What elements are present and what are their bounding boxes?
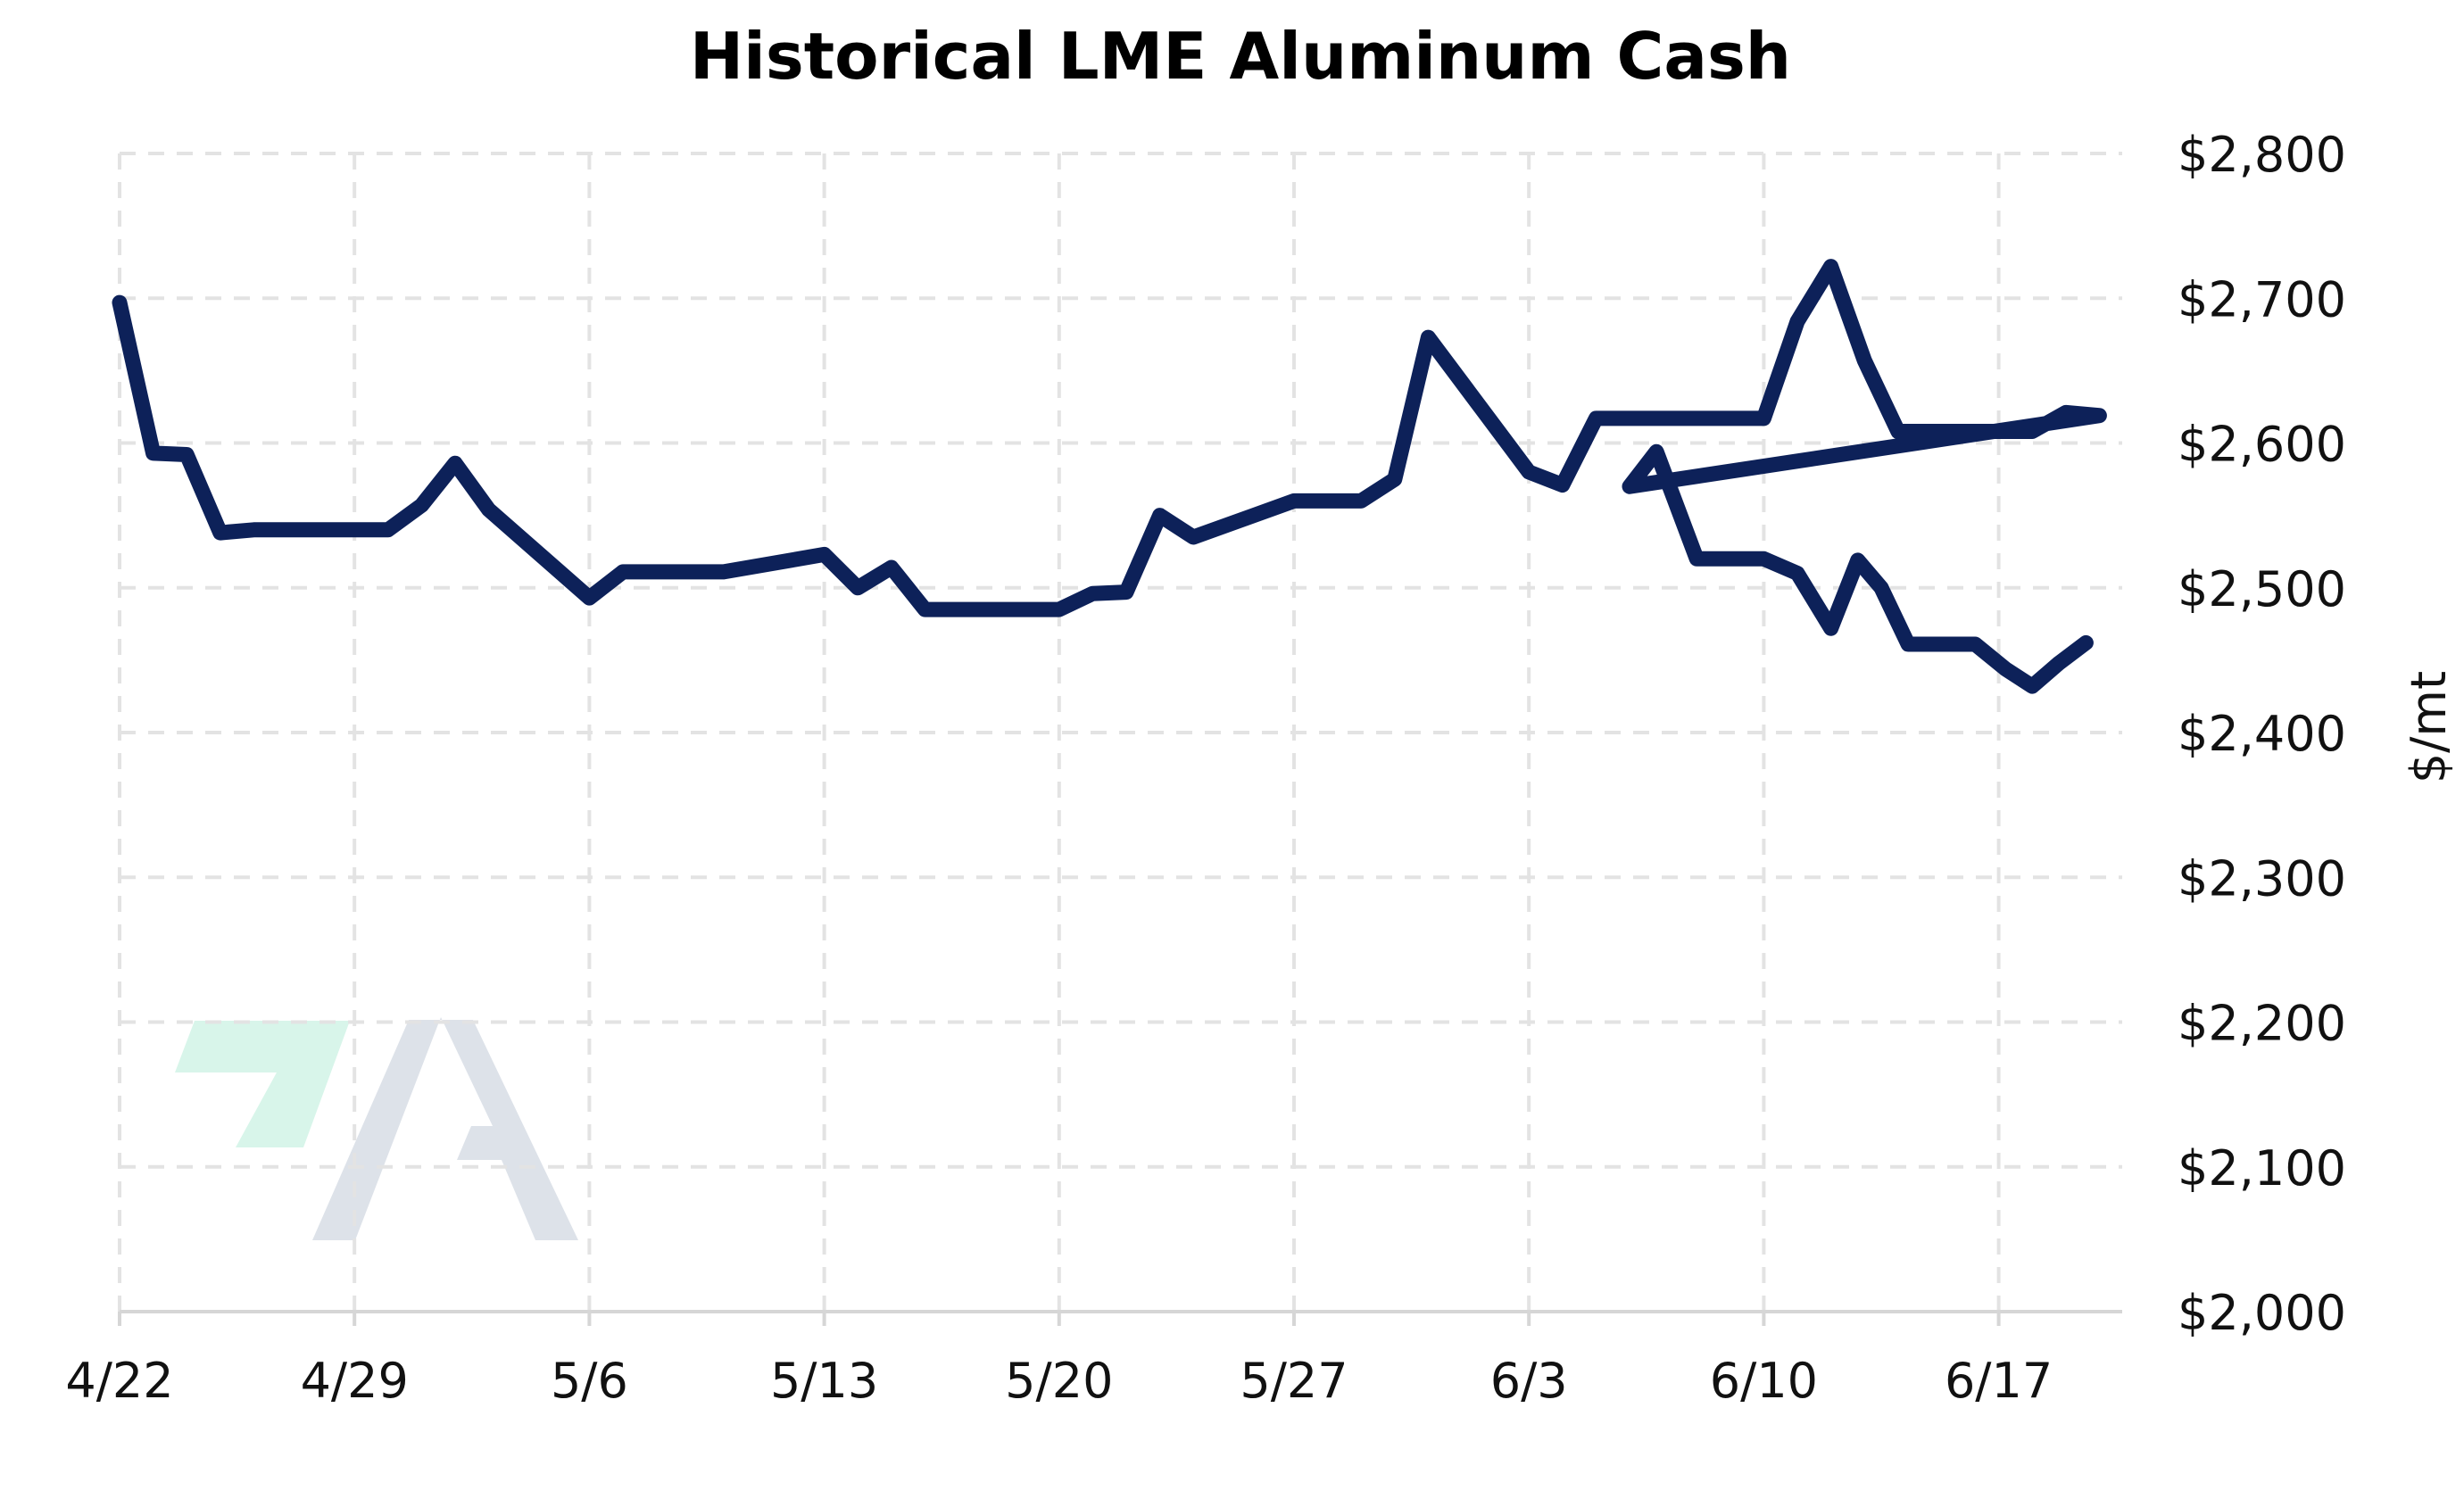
y-tick-label: $2,400	[2178, 706, 2346, 762]
series-line-lme-aluminum-cash	[112, 259, 2107, 694]
x-tick-label: 5/20	[1005, 1353, 1113, 1409]
y-tick-label: $2,000	[2178, 1285, 2346, 1341]
logo-mark-grey	[312, 1017, 578, 1240]
y-tick-label: $2,100	[2178, 1140, 2346, 1197]
x-tick-label: 5/27	[1240, 1353, 1348, 1409]
logo-mark-green	[175, 1021, 350, 1147]
x-axis-ticks: 4/22 4/29 5/6 5/13 5/20 5/27 6/3 6/10 6/17	[65, 1312, 2053, 1409]
y-tick-label: $2,500	[2178, 561, 2346, 617]
y-tick-label: $2,300	[2178, 850, 2346, 907]
grid	[118, 152, 2122, 1312]
x-tick-label: 6/3	[1490, 1353, 1568, 1409]
y-tick-label: $2,800	[2178, 127, 2346, 183]
y-tick-label: $2,200	[2178, 996, 2346, 1052]
chart-title: Historical LME Aluminum Cash	[690, 19, 1791, 94]
y-tick-label: $2,700	[2178, 271, 2346, 327]
y-tick-label: $2,600	[2178, 417, 2346, 473]
series-layer	[112, 259, 2107, 694]
x-tick-label: 6/17	[1945, 1353, 2053, 1409]
x-tick-label: 4/29	[301, 1353, 409, 1409]
x-tick-label: 6/10	[1710, 1353, 1818, 1409]
logo-watermark	[175, 1017, 578, 1240]
x-tick-label: 5/13	[770, 1353, 878, 1409]
y-axis-ticks: $2,000 $2,100 $2,200 $2,300 $2,400 $2,500 $2,6…	[2178, 127, 2346, 1341]
x-tick-label: 5/6	[551, 1353, 628, 1409]
x-tick-label: 4/22	[65, 1353, 173, 1409]
y-axis-label: $/mt	[2401, 671, 2457, 783]
